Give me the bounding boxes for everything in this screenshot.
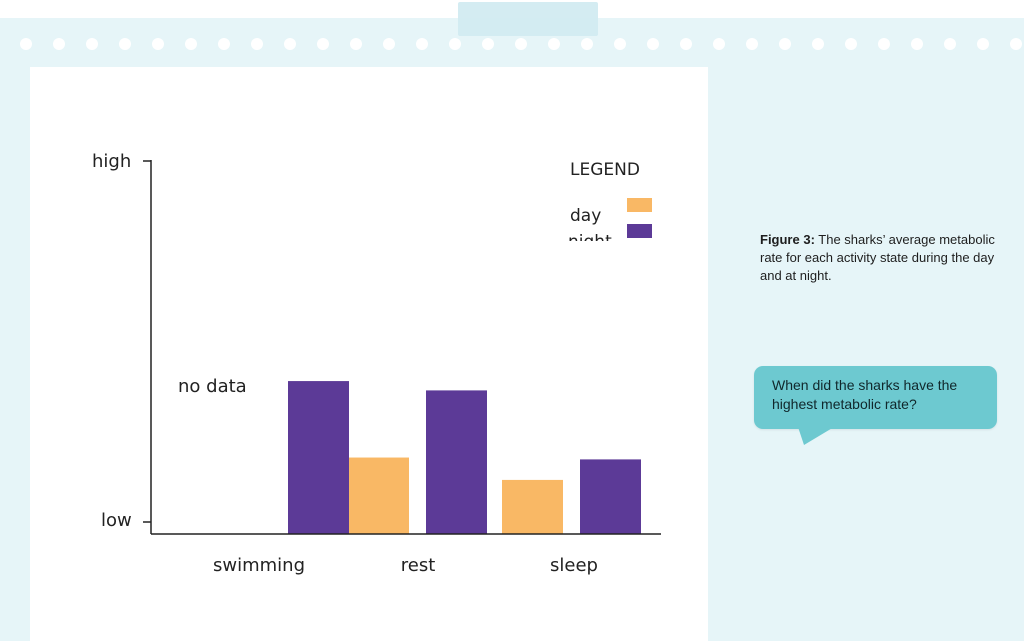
border-dot: [416, 38, 428, 50]
border-dot: [383, 38, 395, 50]
legend-label-night: night: [568, 232, 612, 252]
bar-night-swimming: [288, 381, 349, 534]
bar-chart: high low no data swimming rest sleep LEGEN…: [92, 151, 661, 576]
border-dot: [779, 38, 791, 50]
border-dot: [449, 38, 461, 50]
border-dot: [350, 38, 362, 50]
border-dot: [218, 38, 230, 50]
caption-text: The sharks’ average metabolic rate for e…: [760, 232, 995, 283]
x-tick-label-sleep: sleep: [550, 555, 598, 576]
border-dot: [20, 38, 32, 50]
legend-swatch-day: [627, 198, 652, 212]
border-dot: [185, 38, 197, 50]
border-dot: [614, 38, 626, 50]
border-dot: [746, 38, 758, 50]
no-data-annotation: no data: [178, 376, 247, 397]
legend-label-day: day: [570, 206, 601, 226]
border-dot: [119, 38, 131, 50]
border-dot: [1010, 38, 1022, 50]
caption-label: Figure 3:: [760, 232, 815, 247]
legend-title: LEGEND: [570, 160, 640, 180]
question-bubble: When did the sharks have the highest met…: [754, 366, 997, 429]
dot-border: [0, 36, 1024, 52]
border-dot: [86, 38, 98, 50]
y-tick-label-high: high: [92, 151, 131, 172]
bar-day-sleep: [502, 479, 563, 534]
border-dot: [680, 38, 692, 50]
border-dot: [548, 38, 560, 50]
chart-paper: high low no data swimming rest sleep LEGEN…: [30, 67, 708, 641]
tape-strip: [458, 2, 598, 36]
bar-day-rest: [348, 457, 409, 534]
bubble-tail: [798, 427, 834, 445]
y-tick-label-low: low: [101, 510, 132, 531]
border-dot: [152, 38, 164, 50]
question-text: When did the sharks have the highest met…: [772, 377, 958, 412]
border-dot: [482, 38, 494, 50]
border-dot: [911, 38, 923, 50]
bar-night-rest: [426, 390, 487, 534]
border-dot: [581, 38, 593, 50]
x-tick-label-swimming: swimming: [213, 555, 305, 576]
border-dot: [977, 38, 989, 50]
x-tick-label-rest: rest: [401, 555, 436, 576]
border-dot: [515, 38, 527, 50]
border-dot: [284, 38, 296, 50]
figure-caption: Figure 3: The sharks’ average metabolic …: [760, 231, 1010, 285]
legend-swatch-night: [627, 224, 652, 238]
border-dot: [878, 38, 890, 50]
bar-night-sleep: [580, 459, 641, 534]
x-labels-layer: swimming rest sleep: [213, 555, 598, 576]
border-dot: [53, 38, 65, 50]
border-dot: [845, 38, 857, 50]
bars-layer: [288, 381, 641, 534]
border-dot: [251, 38, 263, 50]
border-dot: [812, 38, 824, 50]
border-dot: [317, 38, 329, 50]
border-dot: [944, 38, 956, 50]
border-dot: [713, 38, 725, 50]
legend: LEGEND day night: [568, 160, 652, 252]
border-dot: [647, 38, 659, 50]
